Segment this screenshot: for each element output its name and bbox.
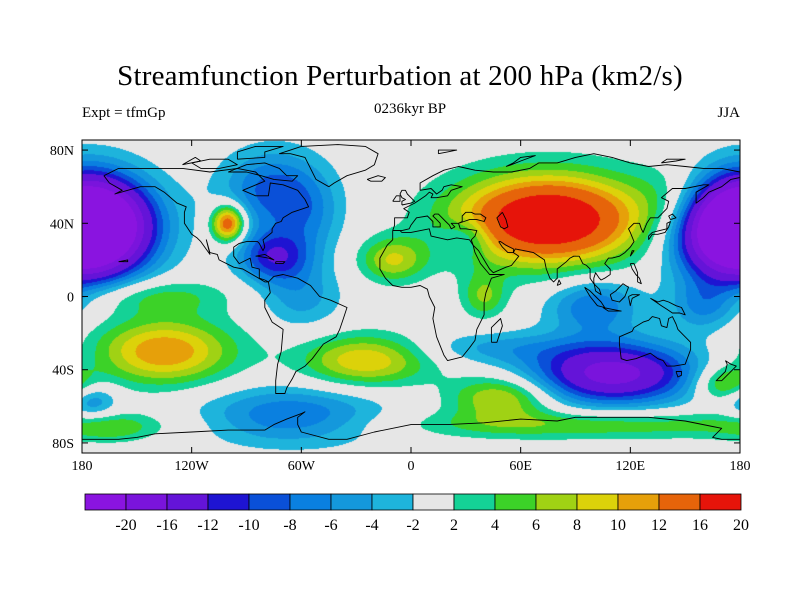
colorbar-label: 16 [692, 517, 708, 534]
coastlines [82, 144, 740, 440]
coastline-segment [675, 371, 682, 378]
colorbar-swatch [412, 493, 455, 511]
coastline-segment [103, 167, 310, 283]
coastline-segment [650, 297, 686, 316]
colorbar-label: -6 [324, 517, 337, 534]
coastline-segment [629, 263, 642, 285]
x-tick-label: 120W [175, 459, 210, 474]
x-tick-label: 0 [408, 459, 415, 474]
coastline-segment [556, 279, 562, 286]
coastline-segment [602, 307, 622, 312]
colorbar-swatch [699, 493, 742, 511]
y-tick-label: 0 [67, 291, 74, 306]
time-label: 0236kyr BP [373, 101, 447, 117]
coastline-segment [228, 162, 299, 182]
x-tick-label: 60E [509, 459, 532, 474]
coastline-segment [392, 153, 740, 231]
colorbar-label: 12 [651, 517, 667, 534]
coastline-segment [191, 158, 238, 169]
x-tick-label: 180 [72, 459, 93, 474]
coastline-segment [275, 261, 286, 265]
x-tick-label: 120E [616, 459, 646, 474]
colorbar-swatch [535, 493, 578, 511]
colorbar-label: 8 [573, 517, 581, 534]
y-tick-label: 40S [52, 364, 74, 379]
x-tick-label: 180 [730, 459, 751, 474]
colorbar-label: -10 [238, 517, 259, 534]
colorbar-label: -12 [197, 517, 218, 534]
colorbar-label: 10 [610, 517, 626, 534]
coastline-segment [715, 360, 737, 382]
coastline-segment [668, 213, 677, 221]
y-tick-label: 80S [52, 437, 74, 452]
coastline-segment [366, 175, 386, 182]
colorbar-swatch [330, 493, 373, 511]
colorbar-label: -4 [365, 517, 378, 534]
streamfunction-field [82, 140, 740, 453]
coastline-segment [182, 156, 202, 166]
coastline-segment [505, 155, 536, 167]
coastline-segment [609, 283, 629, 303]
coastline-segment [264, 274, 348, 394]
colorbar-swatch [125, 493, 168, 511]
coastline-segment [255, 253, 275, 261]
coastline-segment [490, 318, 503, 343]
colorbar-swatch [453, 493, 496, 511]
colorbar-swatch [289, 493, 332, 511]
coastline-segment [661, 158, 686, 164]
colorbar-label: -20 [115, 517, 136, 534]
colorbar-label: 2 [450, 517, 458, 534]
coastline-segment [118, 259, 129, 263]
coastline-segment [628, 294, 640, 307]
coastline-segment [399, 189, 416, 206]
coastline-segment [82, 411, 740, 440]
colorbar-swatch [617, 493, 660, 511]
map-title: Streamfunction Perturbation at 200 hPa (… [117, 60, 683, 92]
coastline-segment [498, 241, 514, 254]
colorbar-label: -2 [406, 517, 419, 534]
coastline-segment [379, 228, 505, 362]
axis-ticks: 80N 40N 0 40S 80S 180 120W 60W 0 60E 120E 180 [50, 140, 751, 474]
colorbar-swatch [207, 493, 250, 511]
colorbar-swatch [576, 493, 619, 511]
colorbar-swatch [84, 493, 127, 511]
coastline-segment [618, 316, 692, 367]
y-tick-label: 40N [50, 217, 74, 232]
colorbar-swatch [658, 493, 701, 511]
coastline-segment [629, 250, 635, 257]
experiment-label: Expt = tfmGp [82, 105, 166, 121]
season-label: JJA [717, 105, 740, 121]
colorbar-label: 6 [532, 517, 540, 534]
x-tick-label: 60W [288, 459, 316, 474]
y-tick-label: 80N [50, 144, 74, 159]
colorbar-swatch [166, 493, 209, 511]
coastline-segment [437, 149, 458, 155]
colorbar-swatch [248, 493, 291, 511]
colorbar-label: 4 [491, 517, 499, 534]
coastline-segment [648, 221, 671, 241]
colorbar-swatch [371, 493, 414, 511]
coastline-segment [392, 177, 740, 296]
colorbar: -20 -16 -12 -10 -8 -6 -4 -2 2 4 6 8 10 12 16 20 [84, 493, 749, 534]
colorbar-label: -16 [156, 517, 177, 534]
coastline-segment [392, 195, 401, 202]
colorbar-label: 20 [733, 517, 749, 534]
coastline-segment [236, 145, 284, 160]
colorbar-swatch [494, 493, 537, 511]
coastline-segment [496, 211, 509, 230]
coastline-segment [278, 144, 379, 188]
colorbar-label: -8 [283, 517, 296, 534]
